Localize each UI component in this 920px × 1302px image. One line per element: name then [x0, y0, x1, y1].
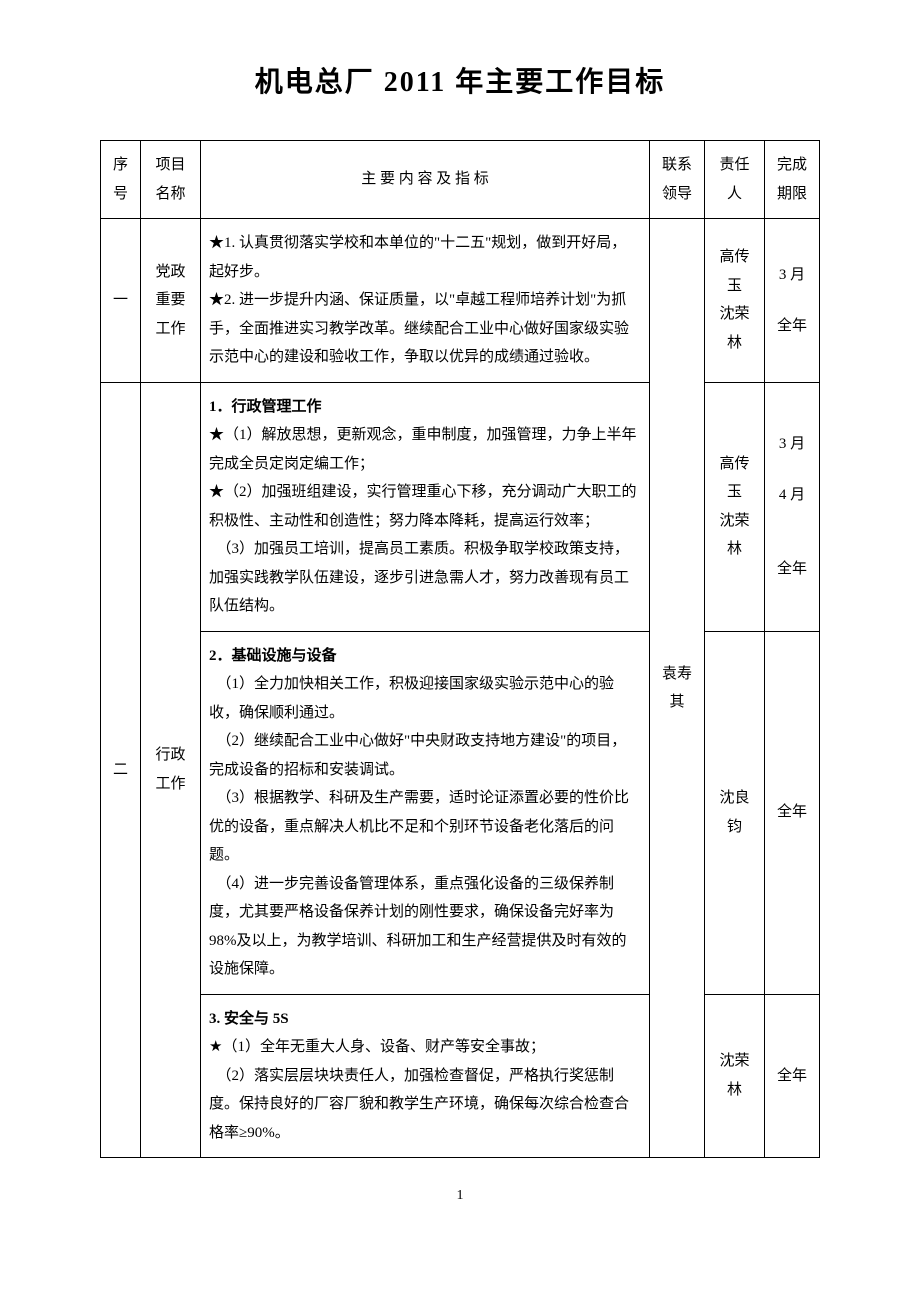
table-header-row: 序号 项目名称 主 要 内 容 及 指 标 联系领导 责任人 完成期限: [101, 141, 820, 219]
leader-cell: 袁寿其: [650, 219, 705, 1158]
owner-line: 沈荣林: [719, 306, 749, 351]
owner-cell: 沈荣林: [705, 994, 765, 1158]
header-deadline: 完成期限: [765, 141, 820, 219]
seq-cell: 一: [101, 219, 141, 383]
header-project: 项目名称: [141, 141, 201, 219]
seq-cell: 二: [101, 382, 141, 1158]
deadline-cell: 全年: [765, 994, 820, 1158]
content-cell: 1．行政管理工作 ★（1）解放思想，更新观念，重申制度，加强管理，力争上半年完成…: [201, 382, 650, 631]
owner-line: 高传玉: [719, 456, 749, 501]
owner-line: 沈荣林: [719, 513, 749, 558]
table-row: 2．基础设施与设备 （1）全力加快相关工作，积极迎接国家级实验示范中心的验收，确…: [101, 631, 820, 994]
content-head: 1．行政管理工作: [209, 399, 322, 415]
deadline-cell: 全年: [765, 631, 820, 994]
content-line: （3）加强员工培训，提高员工素质。积极争取学校政策支持，加强实践教学队伍建设，逐…: [209, 541, 629, 614]
content-line: ★2. 进一步提升内涵、保证质量，以"卓越工程师培养计划"为抓手，全面推进实习教…: [209, 292, 629, 365]
page-title: 机电总厂 2011 年主要工作目标: [100, 60, 820, 100]
deadline-line: 全年: [773, 312, 811, 341]
content-line: （2）继续配合工业中心做好"中央财政支持地方建设"的项目，完成设备的招标和安装调…: [209, 733, 626, 778]
content-line: （4）进一步完善设备管理体系，重点强化设备的三级保养制度，尤其要严格设备保养计划…: [209, 876, 627, 978]
deadline-gap: [773, 510, 811, 533]
content-line: （3）根据教学、科研及生产需要，适时论证添置必要的性价比优的设备，重点解决人机比…: [209, 790, 629, 863]
content-line: ★1. 认真贯彻落实学校和本单位的"十二五"规划，做到开好局，起好步。: [209, 235, 626, 280]
header-leader: 联系领导: [650, 141, 705, 219]
header-content: 主 要 内 容 及 指 标: [201, 141, 650, 219]
content-cell: 3. 安全与 5S ★（1）全年无重大人身、设备、财产等安全事故； （2）落实层…: [201, 994, 650, 1158]
deadline-line: 3 月: [773, 261, 811, 290]
content-cell: 2．基础设施与设备 （1）全力加快相关工作，积极迎接国家级实验示范中心的验收，确…: [201, 631, 650, 994]
content-line: ★（1）解放思想，更新观念，重申制度，加强管理，力争上半年完成全员定岗定编工作；: [209, 427, 637, 472]
project-cell: 行政工作: [141, 382, 201, 1158]
content-head: 3. 安全与 5S: [209, 1011, 289, 1027]
deadline-line: 4 月: [773, 481, 811, 510]
project-cell: 党政重要工作: [141, 219, 201, 383]
content-head: 2．基础设施与设备: [209, 648, 337, 664]
owner-line: 沈荣林: [719, 1053, 749, 1098]
owner-line: 高传玉: [719, 249, 749, 294]
deadline-gap: [773, 459, 811, 482]
content-line: ★（2）加强班组建设，实行管理重心下移，充分调动广大职工的积极性、主动性和创造性…: [209, 484, 637, 529]
deadline-cell: 3 月 4 月 全年: [765, 382, 820, 631]
content-cell: ★1. 认真贯彻落实学校和本单位的"十二五"规划，做到开好局，起好步。 ★2. …: [201, 219, 650, 383]
deadline-line: 全年: [777, 1068, 807, 1084]
content-line: （1）全力加快相关工作，积极迎接国家级实验示范中心的验收，确保顺利通过。: [209, 676, 614, 721]
content-line: （2）落实层层块块责任人，加强检查督促，严格执行奖惩制度。保持良好的厂容厂貌和教…: [209, 1068, 629, 1141]
owner-cell: 高传玉 沈荣林: [705, 382, 765, 631]
header-owner: 责任人: [705, 141, 765, 219]
goals-table: 序号 项目名称 主 要 内 容 及 指 标 联系领导 责任人 完成期限 一 党政…: [100, 140, 820, 1158]
table-row: 3. 安全与 5S ★（1）全年无重大人身、设备、财产等安全事故； （2）落实层…: [101, 994, 820, 1158]
deadline-line: 3 月: [773, 430, 811, 459]
content-line: ★（1）全年无重大人身、设备、财产等安全事故；: [209, 1039, 545, 1055]
table-row: 二 行政工作 1．行政管理工作 ★（1）解放思想，更新观念，重申制度，加强管理，…: [101, 382, 820, 631]
deadline-gap: [773, 532, 811, 555]
deadline-cell: 3 月 全年: [765, 219, 820, 383]
table-row: 一 党政重要工作 ★1. 认真贯彻落实学校和本单位的"十二五"规划，做到开好局，…: [101, 219, 820, 383]
owner-cell: 高传玉 沈荣林: [705, 219, 765, 383]
owner-line: 沈良钧: [719, 790, 749, 835]
header-seq: 序号: [101, 141, 141, 219]
page-number: 1: [100, 1188, 820, 1204]
deadline-line: 全年: [773, 555, 811, 584]
deadline-gap: [773, 289, 811, 312]
deadline-line: 全年: [777, 804, 807, 820]
owner-cell: 沈良钧: [705, 631, 765, 994]
